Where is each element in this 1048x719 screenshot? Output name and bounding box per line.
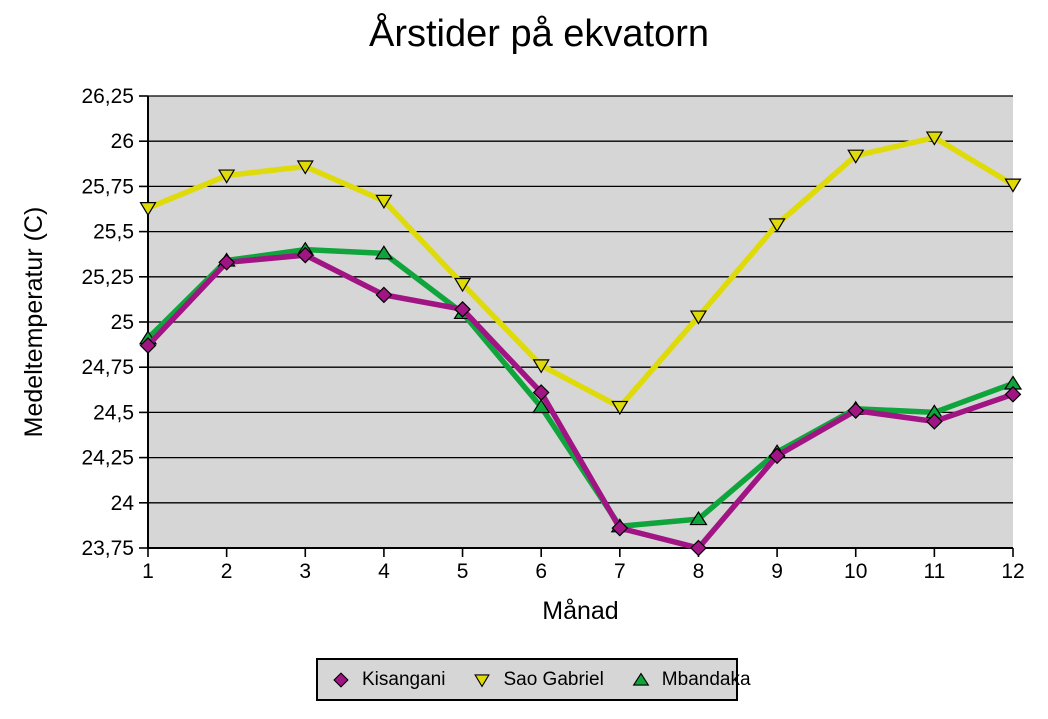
svg-text:11: 11 (923, 560, 945, 583)
svg-text:5: 5 (457, 560, 469, 583)
legend: Kisangani Sao Gabriel Mbandaka (316, 658, 751, 701)
x-axis-title: Månad (542, 597, 619, 625)
svg-text:7: 7 (614, 560, 626, 583)
legend-entry-kisangani: Kisangani (330, 669, 445, 691)
svg-text:25,5: 25,5 (93, 221, 134, 244)
svg-text:12: 12 (1001, 560, 1024, 583)
svg-text:24,5: 24,5 (93, 401, 134, 424)
chart-title: Årstider på ekvatorn (368, 13, 710, 55)
sao-gabriel-triangle-down-marker-icon (474, 673, 491, 688)
svg-text:8: 8 (693, 560, 705, 583)
svg-text:24,25: 24,25 (81, 447, 134, 470)
legend-label-sao-gabriel: Sao Gabriel (503, 668, 604, 690)
svg-text:23,75: 23,75 (81, 537, 134, 560)
svg-text:9: 9 (771, 560, 783, 583)
svg-text:26: 26 (111, 130, 134, 153)
svg-text:4: 4 (378, 560, 390, 583)
svg-text:24,75: 24,75 (81, 356, 134, 379)
svg-text:26,25: 26,25 (81, 85, 134, 108)
mbandaka-triangle-up-marker-icon (632, 672, 650, 686)
svg-text:25,25: 25,25 (81, 266, 134, 289)
svg-text:10: 10 (844, 560, 867, 583)
svg-text:1: 1 (142, 560, 154, 583)
svg-text:3: 3 (299, 560, 311, 583)
svg-text:2: 2 (221, 560, 233, 583)
svg-text:25: 25 (111, 311, 134, 334)
legend-entry-mbandaka: Mbandaka (630, 669, 751, 691)
legend-entry-sao-gabriel: Sao Gabriel (471, 668, 604, 691)
svg-text:25,75: 25,75 (81, 175, 134, 198)
svg-text:24: 24 (111, 492, 135, 515)
legend-label-mbandaka: Mbandaka (661, 668, 751, 690)
svg-text:6: 6 (535, 560, 547, 583)
kisangani-diamond-marker-icon (333, 671, 349, 688)
legend-label-kisangani: Kisangani (362, 668, 446, 690)
